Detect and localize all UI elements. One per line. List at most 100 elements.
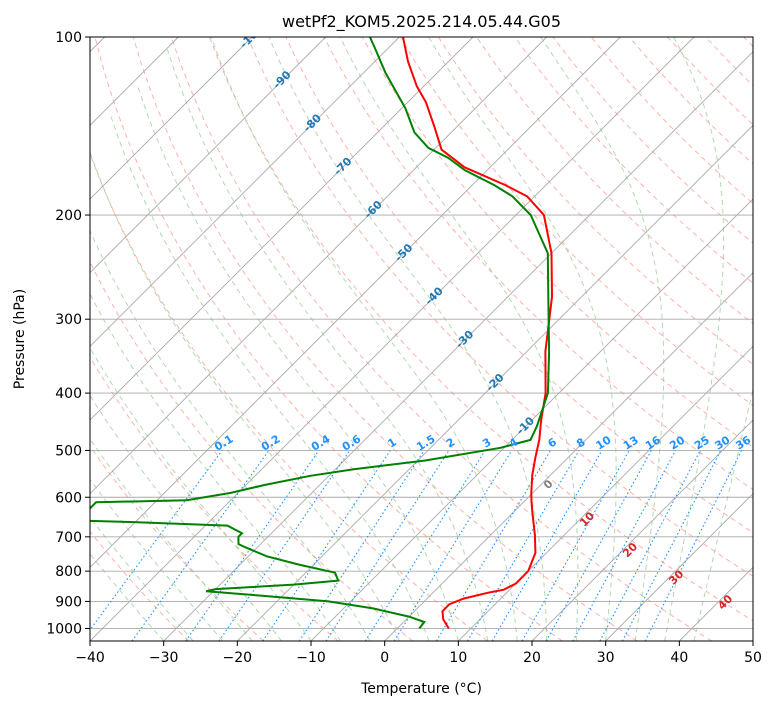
mixing-ratio-line <box>185 450 320 641</box>
y-tick-label: 800 <box>55 564 82 580</box>
x-tick-label: 0 <box>380 650 389 666</box>
isotherm-line <box>90 37 400 347</box>
mixing-ratio-line <box>644 450 742 641</box>
x-tick-label: 20 <box>523 650 541 666</box>
x-tick-label: 50 <box>744 650 762 666</box>
y-tick-label: 100 <box>55 30 82 46</box>
mixing-ratio-line <box>467 450 580 641</box>
moist-adiabats <box>90 37 753 641</box>
mixing-ratio-label: 6 <box>546 435 560 450</box>
wet-bulb-label: 10 <box>577 509 597 529</box>
dry-adiabat-line <box>399 37 753 407</box>
dry-adiabat-line <box>90 530 190 641</box>
dry-adiabat-line <box>90 445 264 641</box>
y-tick-label: 200 <box>55 208 82 224</box>
isotherm-label: -50 <box>392 241 415 264</box>
moist-adiabat-line <box>90 437 253 641</box>
dry-adiabat-line <box>667 37 753 126</box>
moist-adiabat-line <box>90 292 341 641</box>
moist-adiabat-line <box>90 478 223 641</box>
wet-bulb-label: 30 <box>666 567 686 587</box>
dry-adiabat-line <box>247 37 753 577</box>
mixing-ratio-line <box>572 450 677 641</box>
isotherm-label: -60 <box>362 198 385 221</box>
dry-adiabat-line <box>90 152 488 641</box>
isotherm-line <box>679 566 753 641</box>
moist-adiabat-line <box>90 150 400 641</box>
x-tick-label: −20 <box>223 650 253 666</box>
y-axis-label: Pressure (hPa) <box>12 289 28 389</box>
x-tick-label: 40 <box>670 650 688 666</box>
mixing-ratio-line <box>90 450 223 631</box>
moist-adiabat-line <box>339 37 579 641</box>
isotherm-label: -30 <box>453 328 476 351</box>
mixing-ratio-line <box>131 450 270 641</box>
mixing-ratio-line <box>262 450 391 641</box>
mixing-ratio-line <box>218 450 351 641</box>
moist-adiabat-line <box>90 552 165 641</box>
y-tick-label: 300 <box>55 312 82 328</box>
x-tick-label: 30 <box>597 650 615 666</box>
mixing-ratio-label: 30 <box>713 433 733 452</box>
mixing-ratio-line <box>491 450 603 641</box>
dry-adiabat-line <box>170 37 712 641</box>
y-tick-label: 700 <box>55 530 82 546</box>
mixing-ratio-line <box>325 450 450 641</box>
chart-title: wetPf2_KOM5.2025.214.05.44.G05 <box>282 12 561 32</box>
moist-adiabat-line <box>136 83 459 641</box>
dry-adiabat-line <box>90 260 414 641</box>
y-tick-label: 1000 <box>46 621 82 637</box>
isobar-grid <box>90 37 753 629</box>
dry-adiabat-line <box>514 37 753 284</box>
isotherm-line <box>90 37 326 274</box>
moist-adiabat-line <box>540 37 665 641</box>
isotherm-line <box>752 640 753 641</box>
moist-adiabat-line <box>664 37 725 641</box>
dry-adiabat-line <box>552 37 753 244</box>
temperature-line <box>402 37 554 630</box>
y-tick-label: 600 <box>55 490 82 506</box>
axes: −40 −30 −20 −10 0 10 20 30 40 5010020030040050060… <box>46 30 762 666</box>
mixing-ratio-label: 1 <box>385 435 398 450</box>
moist-adiabat-line <box>693 387 753 641</box>
isotherm-label: -70 <box>331 155 354 178</box>
moist-adiabat-line <box>90 346 312 641</box>
x-tick-label: −10 <box>296 650 326 666</box>
y-tick-label: 500 <box>55 443 82 459</box>
isotherm-line <box>384 272 753 641</box>
mixing-ratio-label: 20 <box>667 433 687 452</box>
mixing-ratio-line <box>364 450 486 641</box>
isotherm-line <box>90 37 547 495</box>
x-tick-label: −40 <box>75 650 105 666</box>
dewpoint-line <box>90 37 551 630</box>
moist-adiabat-line <box>268 37 548 641</box>
x-tick-label: 10 <box>449 650 467 666</box>
dry-adiabat-line <box>90 356 339 641</box>
mixing-ratio-line <box>298 450 425 641</box>
isotherm-line <box>310 198 753 641</box>
isotherm-line <box>458 345 753 641</box>
isotherm-label: -20 <box>483 371 506 394</box>
wet-bulb-label: 20 <box>620 540 640 560</box>
isotherm-line <box>90 37 695 641</box>
y-tick-label: 400 <box>55 386 82 402</box>
isotherm-line <box>90 37 253 200</box>
moist-adiabat-line <box>90 516 194 641</box>
mixing-ratio-label: 3 <box>480 435 493 450</box>
isotherm-line <box>163 51 753 641</box>
isotherm-line <box>237 124 753 641</box>
line-labels: -100-90-80-70-60-50-40-30-20-100.1 0.2 0.4… <box>212 37 753 612</box>
wet-bulb-label: 0 <box>541 477 556 492</box>
mixing-ratio-label: 25 <box>692 433 712 452</box>
dry-adiabat-line <box>590 37 753 205</box>
isotherm-line <box>531 419 753 641</box>
x-axis-label: Temperature (°C) <box>360 681 482 697</box>
moist-adiabat-line <box>210 37 518 641</box>
mixing-ratio-line <box>521 450 630 641</box>
isotherm-line <box>90 37 621 568</box>
isotherm-line <box>90 37 474 421</box>
dry-adiabat-line <box>705 37 753 87</box>
moist-adiabat-line <box>428 37 617 641</box>
dry-adiabat-line <box>132 37 638 641</box>
mixing-ratio-line <box>393 450 513 641</box>
